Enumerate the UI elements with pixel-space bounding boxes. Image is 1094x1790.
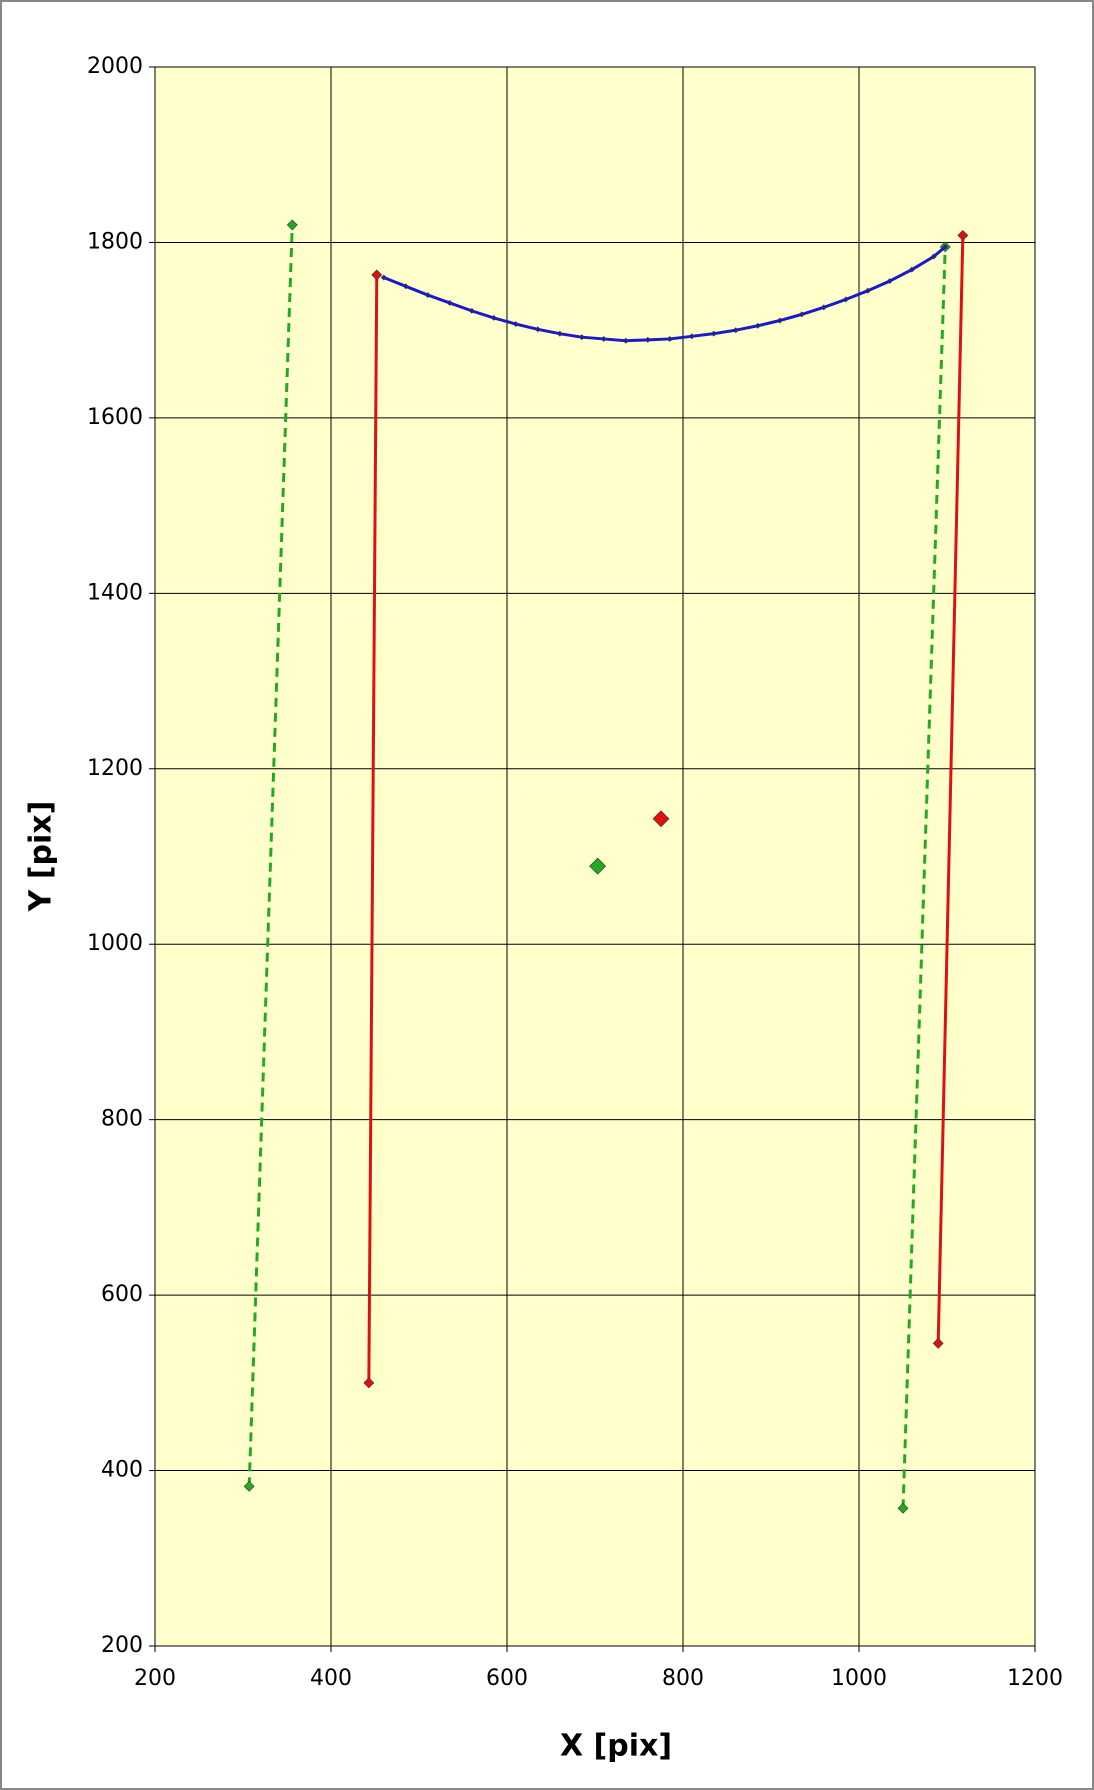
point-marker (644, 336, 651, 343)
x-axis-label: X [pix] (560, 1729, 672, 1764)
point-marker (424, 292, 431, 299)
point-marker (666, 336, 673, 342)
series-line (901, 246, 947, 1509)
y-tick-label: 800 (101, 1107, 143, 1132)
point-marker (897, 1502, 909, 1514)
point-marker (578, 334, 585, 341)
y-tick-label: 1600 (87, 405, 143, 430)
point-marker (468, 307, 475, 314)
point-marker (930, 253, 937, 260)
point-marker (932, 1337, 944, 1349)
y-tick-label: 1000 (87, 931, 143, 956)
point-marker (842, 296, 849, 303)
x-tick-label: 1000 (831, 1666, 887, 1691)
x-tick-label: 1200 (1007, 1666, 1063, 1691)
point-marker (886, 278, 893, 284)
point-marker (710, 330, 717, 337)
point-marker (446, 300, 453, 306)
point-marker (556, 330, 563, 337)
point-marker (363, 1377, 375, 1389)
point-marker (652, 810, 670, 828)
y-tick-label: 2000 (87, 54, 143, 79)
y-tick-label: 1400 (87, 580, 143, 605)
y-tick-label: 1200 (87, 756, 143, 781)
series-line (367, 274, 379, 1383)
point-marker (371, 269, 383, 281)
point-marker (754, 322, 761, 329)
point-marker (380, 274, 387, 281)
point-marker (490, 314, 497, 321)
point-marker (534, 326, 541, 333)
y-tick-label: 400 (101, 1458, 143, 1483)
point-marker (600, 336, 607, 342)
point-marker (688, 333, 695, 340)
series-line (247, 224, 294, 1487)
point-marker (622, 337, 629, 344)
point-marker (286, 219, 298, 231)
point-marker (798, 311, 805, 318)
point-marker (864, 287, 871, 294)
x-tick-label: 400 (310, 1666, 352, 1691)
point-marker (957, 230, 969, 241)
point-marker (908, 266, 915, 273)
point-marker (589, 857, 607, 875)
point-marker (512, 321, 519, 327)
x-tick-label: 600 (486, 1666, 528, 1691)
point-marker (732, 327, 739, 334)
plot-area (154, 66, 1036, 1647)
y-tick-label: 600 (101, 1282, 143, 1307)
x-tick-label: 800 (662, 1666, 704, 1691)
point-marker (820, 304, 827, 311)
point-marker (402, 283, 409, 290)
point-marker (776, 317, 783, 324)
point-marker (942, 243, 949, 250)
series-line (936, 235, 965, 1344)
y-tick-label: 200 (101, 1633, 143, 1658)
point-marker (243, 1480, 255, 1492)
x-tick-label: 200 (134, 1666, 176, 1691)
y-axis-label: Y [pix] (24, 801, 59, 913)
y-tick-label: 1800 (87, 229, 143, 254)
